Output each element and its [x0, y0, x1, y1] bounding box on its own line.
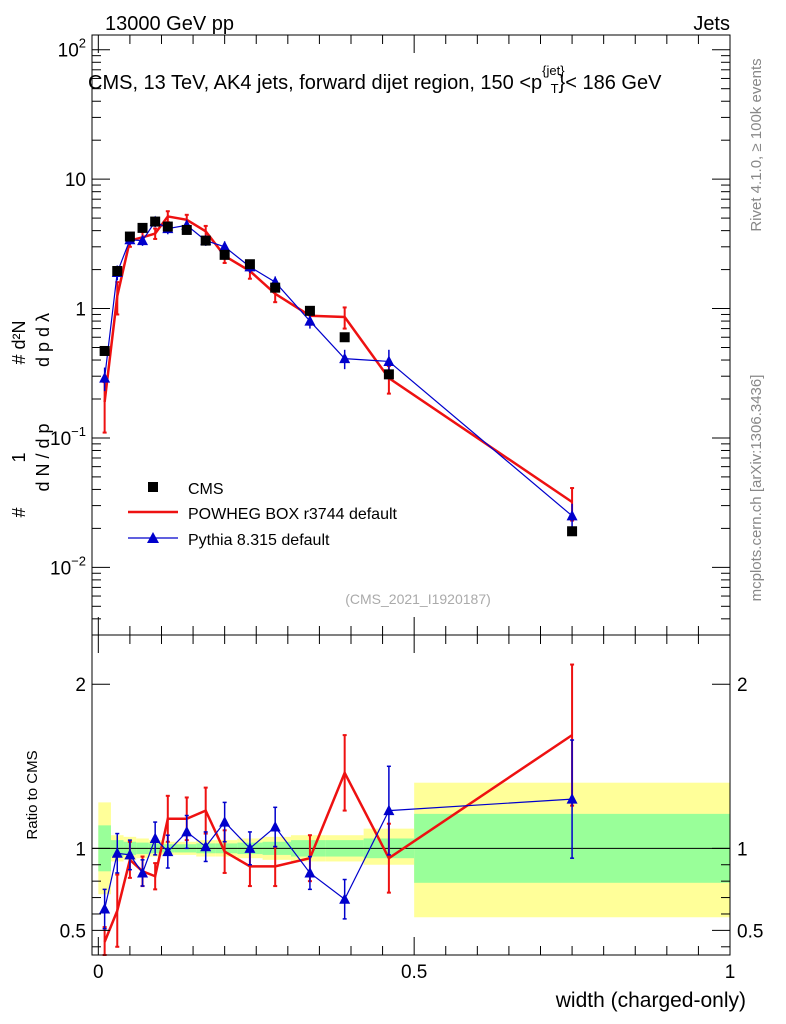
main-y-tick-label-base: 10	[50, 429, 71, 450]
cms-marker	[200, 235, 211, 246]
ylabel-part-dn: d N / d p	[33, 423, 53, 491]
ylabel-part-one: 1	[9, 453, 29, 463]
ratio-y-tick-label: 1	[75, 839, 86, 860]
main-y-tick-label: 102	[58, 36, 86, 62]
cms-marker	[244, 259, 255, 270]
ylabel-part-den: d p d λ	[33, 313, 53, 367]
cms-marker	[181, 224, 192, 235]
ratio-bands	[98, 782, 730, 918]
pythia-marker	[304, 315, 316, 326]
ratio-pythia-marker	[244, 842, 256, 853]
mcplots-side-label: mcplots.cern.ch [arXiv:1306.3436]	[748, 375, 765, 602]
x-tick-label: 0.5	[401, 962, 427, 983]
plot-title-tail: }< 186 GeV	[559, 72, 663, 94]
header-left-title: 13000 GeV pp	[105, 13, 234, 35]
ratio-pythia-marker	[269, 821, 281, 832]
cms-marker	[567, 526, 578, 537]
plot-title-p: p	[531, 72, 542, 94]
ratio-y-tick-label: 0.5	[60, 921, 86, 942]
ratio-pythia-marker	[137, 866, 149, 878]
ylabel-part-frac: #	[9, 508, 29, 518]
ratio-pythia-marker	[124, 848, 136, 860]
pythia-marker	[339, 352, 351, 364]
ratio-y-tick-label-right: 2	[737, 675, 748, 696]
cms-marker	[150, 216, 161, 227]
main-y-tick-label-base: 10	[50, 558, 71, 579]
cms-marker	[99, 345, 110, 356]
main-y-tick-label: 1	[75, 300, 86, 321]
cms-marker	[124, 231, 135, 242]
plot-title-sub: T	[551, 81, 559, 96]
ratio-y-tick-label: 2	[75, 675, 86, 696]
cms-marker	[304, 305, 315, 316]
ratio-y-axis-label: Ratio to CMS	[24, 750, 41, 839]
main-series	[99, 210, 578, 537]
powheg-line	[103, 215, 573, 504]
pythia-marker	[137, 234, 149, 246]
ratio-pythia-marker	[99, 903, 111, 914]
plot-title-sup: {jet}	[542, 63, 565, 78]
ratio-pythia-marker	[162, 845, 174, 857]
main-y-tick-label-base: 10	[58, 41, 79, 62]
x-tick-label: 1	[725, 962, 736, 983]
ratio-y-tick-label-right: 0.5	[737, 921, 763, 942]
main-y-tick-label-base: 10	[65, 170, 86, 191]
cms-marker	[137, 222, 148, 233]
cms-marker	[162, 221, 173, 232]
cms-marker	[219, 249, 230, 260]
ratio-y-tick-label-right: 1	[737, 839, 748, 860]
pythia-marker	[383, 355, 395, 366]
ratio-pythia-marker	[149, 832, 161, 843]
x-axis-label: width (charged-only)	[555, 989, 746, 1012]
main-axis-ticks	[92, 35, 731, 636]
rivet-side-label: Rivet 4.1.0, ≥ 100k events	[748, 58, 765, 231]
legend-marker-pythia	[147, 532, 159, 543]
ratio-series	[99, 663, 578, 956]
ratio-pythia-marker	[304, 866, 316, 878]
plot-title-main: CMS, 13 TeV, AK4 jets, forward dijet reg…	[88, 72, 531, 94]
header-right-title: Jets	[693, 13, 730, 35]
main-y-tick-label: 10−2	[50, 553, 86, 579]
main-y-tick-label: 10	[65, 170, 86, 191]
ratio-axis-ticks	[92, 635, 731, 955]
main-y-tick-label-exp: −1	[71, 424, 86, 439]
ratio-pythia-marker	[566, 793, 578, 804]
ratio-pythia-marker	[219, 816, 231, 827]
legend: CMS POWHEG BOX r3744 default Pythia 8.31…	[128, 481, 398, 549]
main-y-axis-label-text: # 1 d N / d p # d²N d p d λ	[9, 313, 53, 518]
pythia-marker	[219, 240, 231, 252]
main-y-tick-label-base: 1	[75, 300, 86, 321]
cms-marker	[270, 282, 281, 293]
pythia-marker	[99, 372, 111, 383]
main-y-axis-label: # 1 d N / d p # d²N d p d λ	[9, 313, 53, 518]
pythia-line	[104, 220, 573, 517]
main-y-tick-label-exp: 2	[79, 36, 86, 51]
ratio-pythia-marker	[383, 804, 395, 816]
main-y-tick-label: 10−1	[50, 424, 86, 450]
cms-marker	[383, 369, 394, 380]
legend-label-cms: CMS	[188, 481, 224, 498]
x-tick-label: 0	[93, 962, 104, 983]
pythia-marker	[566, 509, 578, 521]
cms-marker	[112, 266, 123, 277]
plot-title: CMS, 13 TeV, AK4 jets, forward dijet reg…	[88, 63, 662, 96]
cms-marker	[339, 332, 350, 343]
ratio-panel-frame	[91, 634, 731, 956]
ratio-pythia-marker	[111, 847, 123, 858]
legend-label-pythia: Pythia 8.315 default	[188, 532, 330, 549]
ratio-pythia-marker	[339, 893, 351, 904]
ylabel-part-num: # d²N	[9, 321, 29, 365]
ratio-powheg-line	[103, 734, 573, 943]
ratio-pythia-marker	[200, 840, 212, 852]
main-y-tick-label-exp: −2	[71, 553, 86, 568]
watermark: (CMS_2021_I1920187)	[345, 591, 491, 607]
legend-marker-cms	[148, 482, 158, 492]
legend-label-powheg: POWHEG BOX r3744 default	[188, 506, 398, 523]
ratio-pythia-marker	[181, 825, 193, 837]
